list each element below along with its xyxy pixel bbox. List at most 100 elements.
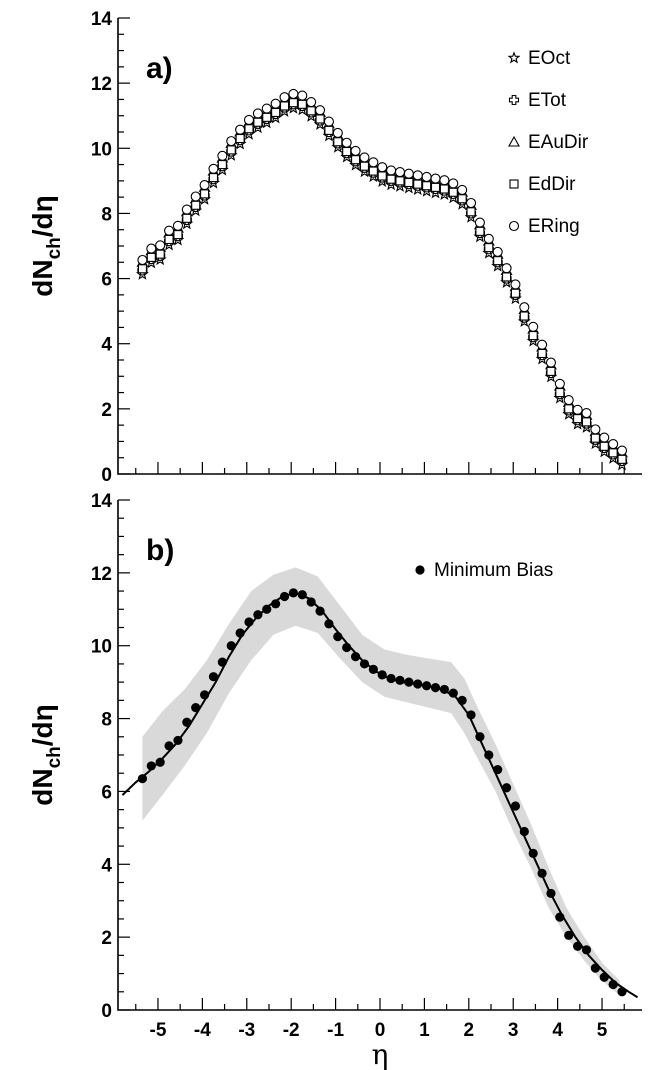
data-point-minimum-bias [244,617,254,627]
y-tick-label: 2 [101,400,112,421]
legend-entry: EAuDir [528,132,589,153]
data-point-minimum-bias [359,659,370,669]
data-point-eddir [422,181,432,191]
data-point-ering [252,108,263,119]
data-point-eddir [519,311,529,321]
data-point-minimum-bias [564,930,574,940]
x-tick-label: 3 [508,1020,519,1041]
data-point-eddir [475,226,485,236]
data-point-ering [155,240,166,251]
data-point-ering [279,92,290,103]
data-point-minimum-bias [422,681,432,691]
data-point-eddir [581,417,592,427]
data-point-minimum-bias [484,750,494,760]
data-point-ering [164,225,175,236]
data-point-eddir [413,179,423,189]
data-point-minimum-bias [217,657,227,667]
y-axis-label: dNch/dη [27,195,65,297]
data-point-ering [288,88,299,99]
data-point-minimum-bias [617,987,627,997]
data-point-ering [235,124,246,135]
data-point-minimum-bias [297,590,307,600]
y-tick-label: 6 [101,270,112,291]
x-tick-label: -3 [238,1020,255,1041]
data-point-eddir [590,433,600,443]
data-point-ering [226,136,237,147]
data-point-eddir [253,117,263,127]
data-point-eddir [342,146,352,157]
data-point-minimum-bias [413,679,423,689]
data-point-minimum-bias [493,764,503,775]
legend-marker [508,220,520,232]
data-point-ering [519,302,530,313]
y-tick-label: 8 [101,710,112,731]
data-point-ering [537,339,548,350]
data-point-ering [572,404,583,415]
data-point-eddir [297,99,307,109]
panel-label: b) [146,534,174,567]
data-point-ering [332,127,343,139]
data-point-ering [377,162,388,173]
axis-frame [117,18,642,475]
data-point-eddir [564,404,574,414]
data-point-ering [394,167,406,178]
data-point-minimum-bias [199,690,210,700]
data-point-ering [430,173,441,184]
data-point-minimum-bias [386,673,396,684]
data-point-minimum-bias [555,912,565,922]
data-point-ering [297,90,308,101]
y-tick-label: 14 [91,9,113,30]
data-point-minimum-bias [324,619,334,629]
data-point-eddir [395,176,405,186]
systematic-error-band [142,567,620,996]
data-point-eddir [359,161,370,171]
data-point-minimum-bias [501,783,512,793]
data-point-eddir [315,114,325,124]
data-point-ering [581,408,592,419]
data-point-ering [386,165,397,176]
data-point-ering [510,279,521,290]
data-point-minimum-bias [288,588,299,598]
data-point-ering [439,175,450,186]
x-tick-label: 5 [597,1020,608,1041]
data-point-minimum-bias [315,606,325,616]
data-point-eddir [217,160,227,170]
data-point-eddir [555,388,565,398]
data-point-eddir [333,137,343,147]
data-point-eddir [377,171,387,181]
data-point-eddir [271,107,281,118]
data-point-minimum-bias [537,868,547,878]
data-point-eddir [448,187,458,197]
data-point-eddir [608,448,618,458]
data-point-eddir [208,173,219,183]
data-point-minimum-bias [306,597,316,607]
data-point-minimum-bias [528,848,538,858]
data-point-minimum-bias [350,652,361,662]
data-point-eddir [404,177,414,188]
data-point-minimum-bias [439,684,449,695]
data-point-minimum-bias [457,695,467,705]
data-point-eddir [386,174,396,184]
x-tick-label: 0 [375,1020,386,1041]
data-point-ering [474,217,485,228]
data-point-ering [243,114,255,125]
data-point-minimum-bias [155,757,165,767]
data-point-minimum-bias [146,761,156,771]
data-point-eddir [466,207,476,217]
data-point-ering [412,170,423,181]
y-tick-label: 10 [91,139,112,160]
data-point-eddir [200,189,210,199]
data-point-ering [323,116,334,127]
y-tick-label: 2 [101,928,112,949]
data-point-eddir [573,414,583,424]
data-point-minimum-bias [519,826,529,837]
data-point-minimum-bias [271,599,281,609]
data-point-minimum-bias [191,703,201,713]
data-point-eddir [457,194,467,204]
data-point-eddir [351,155,361,165]
legend-marker [507,51,521,64]
data-point-ering [137,254,148,266]
data-point-minimum-bias [573,941,583,951]
x-tick-label: 2 [464,1020,475,1041]
data-point-ering [616,445,628,456]
